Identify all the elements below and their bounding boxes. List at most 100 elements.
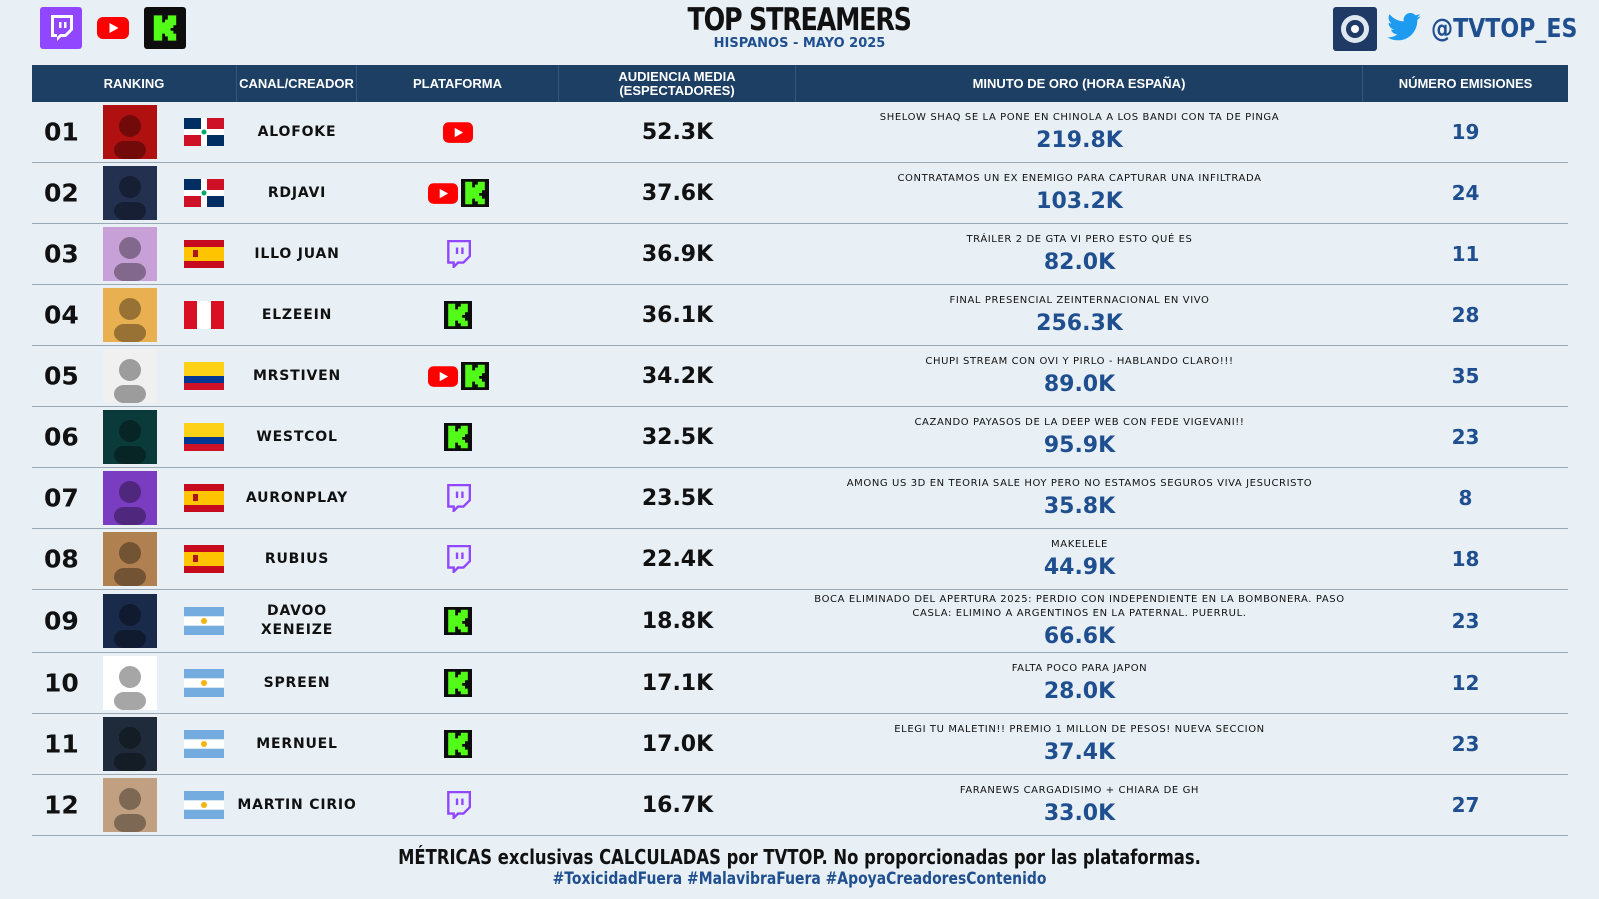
streams-count: 19 [1451,120,1480,144]
avatar [103,471,157,525]
gold-minute-title: AMONG US 3D EN TEORIA SALE HOY PERO NO E… [846,478,1313,489]
kick-icon [444,730,472,758]
table-row: 05 MRSTIVEN 34.2K CHUPI STREAM CON OVI Y… [32,346,1568,407]
twitter-handle[interactable]: @TVTOP_ES [1431,14,1578,44]
platform-cell [357,163,559,223]
creator-name: DAVOO XENEIZE [260,603,334,638]
gold-minute-title: FALTA POCO PARA JAPON [1011,663,1148,674]
dominican-republic-flag-icon [184,118,224,146]
streams-count: 11 [1451,242,1480,266]
gold-minute-cell: MAKELELE 44.9K [796,529,1363,589]
twitch-icon [445,484,471,512]
page-title: TOP STREAMERS [687,2,912,38]
table-row: 10 SPREEN 17.1K FALTA POCO PARA JAPON 28… [32,653,1568,714]
streams-count: 18 [1451,547,1480,571]
gold-minute-cell: ELEGI TU MALETIN!! PREMIO 1 MILLON DE PE… [796,714,1363,774]
streams-count: 28 [1451,303,1480,327]
gold-minute-title: CHUPI STREAM CON OVI Y PIRLO - HABLANDO … [925,356,1234,367]
gold-minute-cell: CAZANDO PAYASOS DE LA DEEP WEB CON FEDE … [796,407,1363,467]
twitter-bird-icon [1387,13,1421,45]
kick-icon [460,362,489,390]
gold-minute-cell: FARANEWS CARGADISIMO + CHIARA DE GH 33.0… [796,775,1363,835]
streams-count: 27 [1451,793,1480,817]
streams-count: 35 [1451,364,1480,388]
platform-cell [357,775,559,835]
rank-number: 12 [44,790,79,820]
rank-number: 11 [44,729,79,759]
avatar [103,778,157,832]
platform-cell [357,407,559,467]
platform-cell [357,468,559,528]
creator-name: MARTIN CIRIO [237,796,357,813]
table-row: 07 AURONPLAY 23.5K AMONG US 3D EN TEORIA… [32,468,1568,529]
avatar [103,288,157,342]
gold-minute-value: 35.8K [1043,494,1116,519]
tvtop-eye-logo-icon [1333,7,1377,51]
platform-cell [357,346,559,406]
rank-cell: 03 [32,224,237,284]
rank-cell: 12 [32,775,237,835]
col-emisiones: NÚMERO EMISIONES [1398,75,1533,91]
audience-value: 36.9K [641,241,714,267]
rank-number: 07 [44,483,79,513]
gold-minute-cell: FINAL PRESENCIAL ZEINTERNACIONAL EN VIVO… [796,285,1363,345]
streams-count: 24 [1451,181,1480,205]
col-plataforma: PLATAFORMA [357,65,559,102]
audience-value: 17.1K [641,670,714,696]
rank-number: 10 [44,668,79,698]
creator-name: ELZEEIN [261,306,333,323]
spain-flag-icon [184,484,224,512]
gold-minute-title: BOCA ELIMINADO DEL APERTURA 2025: PERDIO… [814,594,1345,619]
twitch-icon [445,791,471,819]
gold-minute-title: SHELOW SHAQ SE LA PONE EN CHINOLA A LOS … [879,112,1280,123]
platform-cell [357,102,559,162]
rank-cell: 06 [32,407,237,467]
argentina-flag-icon [184,730,224,758]
gold-minute-value: 89.0K [1043,372,1116,397]
canal-cell: MARTIN CIRIO [237,775,357,835]
rank-number: 09 [44,606,79,636]
rank-number: 06 [44,422,79,452]
canal-cell: RUBIUS [237,529,357,589]
table-row: 08 RUBIUS 22.4K MAKELELE 44.9K 18 [32,529,1568,590]
rank-cell: 02 [32,163,237,223]
gold-minute-title: TRÁILER 2 DE GTA VI PERO ESTO QUÉ ES [966,234,1193,245]
audience-value: 37.6K [641,180,714,206]
footer-hashtags: #ToxicidadFuera #MalavibraFuera #ApoyaCr… [552,869,1047,889]
gold-minute-cell: TRÁILER 2 DE GTA VI PERO ESTO QUÉ ES 82.… [796,224,1363,284]
creator-name: RDJAVI [267,184,327,201]
kick-icon [444,423,472,451]
rank-cell: 04 [32,285,237,345]
kick-icon [444,301,472,329]
footer: MÉTRICAS exclusivas CALCULADAS por TVTOP… [0,845,1599,889]
canal-cell: DAVOO XENEIZE [237,590,357,652]
avatar [103,656,157,710]
rank-number: 04 [44,300,79,330]
streams-count: 23 [1451,425,1480,449]
canal-cell: MERNUEL [237,714,357,774]
rank-number: 08 [44,544,79,574]
platform-logos [40,7,186,49]
kick-icon [460,179,489,207]
colombia-flag-icon [184,362,224,390]
table-body: 01 ALOFOKE 52.3K SHELOW SHAQ SE LA PONE … [32,102,1568,836]
platform-cell [357,714,559,774]
twitch-icon [445,240,471,268]
gold-minute-value: 28.0K [1043,679,1116,704]
gold-minute-title: FARANEWS CARGADISIMO + CHIARA DE GH [959,785,1200,796]
canal-cell: RDJAVI [237,163,357,223]
gold-minute-value: 219.8K [1036,128,1123,153]
spain-flag-icon [184,545,224,573]
avatar [103,410,157,464]
spain-flag-icon [184,240,224,268]
table-row: 11 MERNUEL 17.0K ELEGI TU MALETIN!! PREM… [32,714,1568,775]
avatar [103,594,157,648]
gold-minute-title: CAZANDO PAYASOS DE LA DEEP WEB CON FEDE … [914,417,1245,428]
platform-cell [357,529,559,589]
table-row: 09 DAVOO XENEIZE 18.8K BOCA ELIMINADO DE… [32,590,1568,653]
gold-minute-value: 66.6K [1043,624,1116,649]
avatar [103,166,157,220]
col-ranking: RANKING [32,65,237,102]
gold-minute-value: 82.0K [1043,250,1116,275]
gold-minute-title: CONTRATAMOS UN EX ENEMIGO PARA CAPTURAR … [897,173,1262,184]
